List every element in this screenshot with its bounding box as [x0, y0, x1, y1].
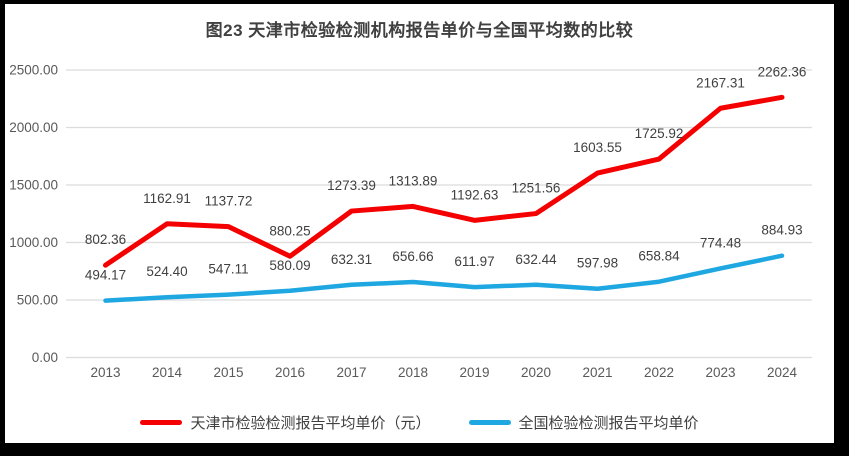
legend-swatch-blue-line: [468, 420, 511, 425]
data-label-national: 774.48: [700, 235, 741, 250]
y-axis-tick-label: 0.00: [32, 350, 58, 365]
data-label-tianjin: 1162.91: [143, 191, 191, 206]
data-label-national: 884.93: [761, 223, 802, 238]
data-label-tianjin: 880.25: [269, 223, 310, 238]
legend-swatch-red-line: [140, 420, 183, 425]
data-label-national: 547.11: [208, 262, 248, 277]
data-label-tianjin: 802.36: [85, 232, 126, 247]
chart-legend: 天津市检验检测报告平均单价（元） 全国检验检测报告平均单价: [5, 412, 834, 433]
x-axis-tick-label: 2014: [152, 365, 183, 380]
x-axis-tick-label: 2017: [336, 365, 366, 380]
data-label-national: 656.66: [392, 249, 433, 264]
y-axis-tick-label: 1000.00: [9, 235, 58, 250]
data-label-tianjin: 1725.92: [635, 126, 684, 141]
data-label-national: 580.09: [269, 258, 310, 273]
line-chart: 0.00 500.00 1000.00 1500.00 2000.00 2500.00 20…: [9, 63, 812, 380]
data-label-national: 658.84: [638, 249, 680, 264]
legend-item-national: 全国检验检测报告平均单价: [468, 412, 699, 433]
y-axis-tick-label: 2500.00: [9, 63, 58, 78]
data-label-national: 632.44: [515, 252, 557, 267]
legend-item-tianjin: 天津市检验检测报告平均单价（元）: [140, 412, 431, 433]
x-axis-tick-label: 2013: [90, 365, 120, 380]
data-label-national: 632.31: [331, 252, 372, 267]
y-axis-tick-label: 500.00: [17, 293, 58, 308]
x-axis-tick-label: 2022: [644, 365, 674, 380]
data-label-tianjin: 1137.72: [205, 194, 253, 209]
data-label-tianjin: 1603.55: [573, 140, 622, 155]
x-axis-tick-label: 2023: [705, 365, 735, 380]
data-label-tianjin: 1192.63: [451, 187, 499, 202]
x-axis-tick-label: 2024: [767, 365, 798, 380]
y-axis-tick-label: 2000.00: [9, 120, 58, 135]
data-label-national: 611.97: [454, 254, 494, 269]
x-axis-tick-label: 2020: [521, 365, 551, 380]
x-axis-tick-label: 2018: [398, 365, 428, 380]
chart-title: 图23 天津市检验检测机构报告单价与全国平均数的比较: [205, 21, 634, 40]
x-axis-tick-label: 2019: [459, 365, 489, 380]
y-axis-tick-label: 1500.00: [9, 178, 58, 193]
data-label-tianjin: 1251.56: [512, 181, 561, 196]
legend-label-tianjin: 天津市检验检测报告平均单价（元）: [190, 415, 431, 432]
data-label-national: 494.17: [85, 268, 126, 283]
data-label-national: 524.40: [146, 264, 187, 279]
series-line-national: [103, 253, 785, 303]
x-axis-tick-label: 2015: [213, 365, 243, 380]
x-axis-tick-label: 2021: [582, 365, 612, 380]
x-axis-tick-label: 2016: [275, 365, 305, 380]
data-label-tianjin: 1273.39: [327, 178, 376, 193]
legend-label-national: 全国检验检测报告平均单价: [518, 415, 699, 432]
data-label-tianjin: 1313.89: [389, 173, 438, 188]
data-label-tianjin: 2167.31: [696, 75, 745, 90]
data-label-tianjin: 2262.36: [758, 64, 807, 79]
series-line-tianjin: [103, 94, 785, 268]
data-label-national: 597.98: [577, 256, 618, 271]
